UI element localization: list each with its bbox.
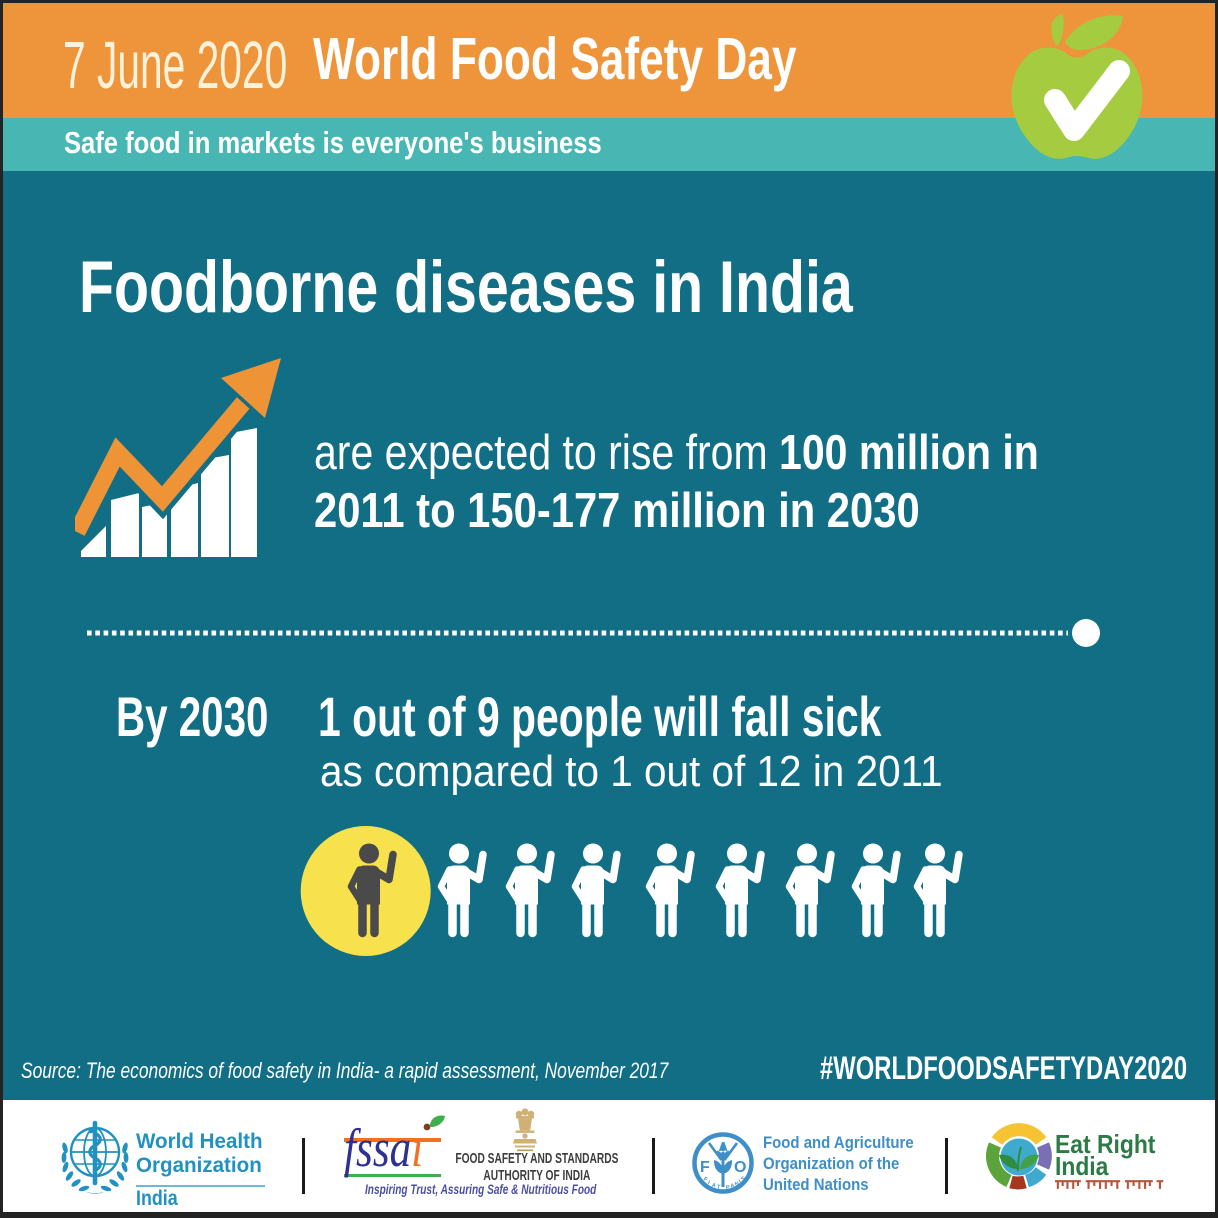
svg-text:F: F [702,1176,708,1183]
svg-text:I: I [707,1180,711,1186]
svg-text:F: F [700,1159,710,1176]
svg-text:A: A [711,1183,716,1190]
svg-text:I: I [738,1179,743,1185]
svg-text:A: A [730,1183,735,1190]
svg-text:O: O [734,1159,746,1176]
svg-text:P: P [726,1185,731,1191]
svg-text:T: T [717,1184,722,1190]
svg-text:S: S [740,1176,747,1183]
svg-text:N: N [734,1181,740,1188]
